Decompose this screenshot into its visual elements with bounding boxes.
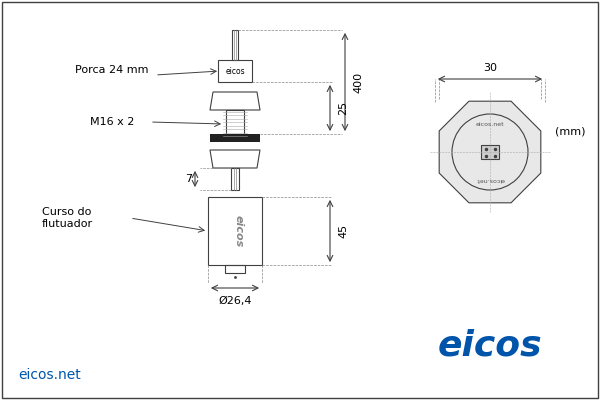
Text: M16 x 2: M16 x 2 <box>90 117 134 127</box>
Text: 30: 30 <box>483 63 497 73</box>
Bar <box>481 145 499 159</box>
Bar <box>218 60 252 82</box>
Bar <box>210 134 260 142</box>
Text: 45: 45 <box>338 224 348 238</box>
Text: eicos: eicos <box>225 66 245 76</box>
Polygon shape <box>439 101 541 203</box>
Text: 400: 400 <box>353 72 363 92</box>
Text: eicos.net: eicos.net <box>476 122 505 126</box>
Text: 25: 25 <box>338 101 348 115</box>
Bar <box>232 30 238 60</box>
Text: eicos.net: eicos.net <box>476 178 505 182</box>
Text: Ø26,4: Ø26,4 <box>218 296 252 306</box>
Bar <box>231 168 239 190</box>
Text: Curso do
flutuador: Curso do flutuador <box>42 207 93 229</box>
Text: eicos.net: eicos.net <box>18 368 81 382</box>
Text: Porca 24 mm: Porca 24 mm <box>75 65 149 75</box>
Text: eicos: eicos <box>437 328 542 362</box>
Text: eicos: eicos <box>234 215 244 247</box>
Bar <box>208 197 262 265</box>
Bar <box>226 110 244 138</box>
Text: 7: 7 <box>185 174 192 184</box>
Text: (mm): (mm) <box>555 127 586 137</box>
Bar <box>225 265 245 273</box>
